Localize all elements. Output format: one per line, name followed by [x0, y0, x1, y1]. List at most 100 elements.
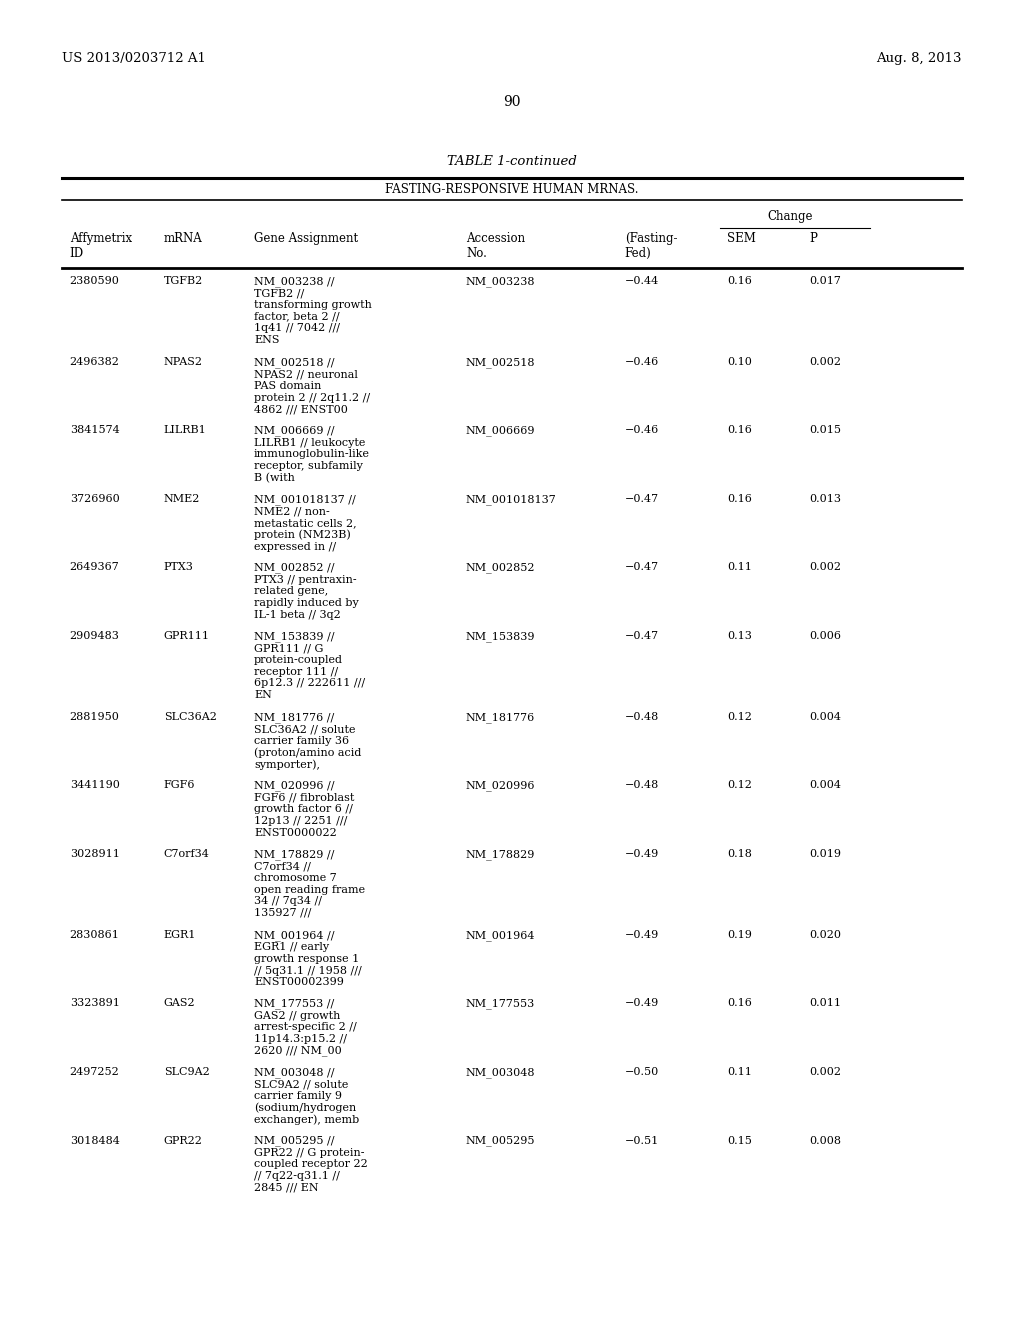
Text: NM_181776 //
SLC36A2 // solute
carrier family 36
(proton/amino acid
symporter),: NM_181776 // SLC36A2 // solute carrier f… — [254, 711, 361, 771]
Text: −0.48: −0.48 — [625, 711, 658, 722]
Text: 0.015: 0.015 — [809, 425, 841, 436]
Text: NM_001964 //
EGR1 // early
growth response 1
// 5q31.1 // 1958 ///
ENST00002399: NM_001964 // EGR1 // early growth respon… — [254, 931, 361, 987]
Text: 0.004: 0.004 — [809, 711, 841, 722]
Text: NM_001018137 //
NME2 // non-
metastatic cells 2,
protein (NM23B)
expressed in //: NM_001018137 // NME2 // non- metastatic … — [254, 494, 356, 552]
Text: NM_002518 //
NPAS2 // neuronal
PAS domain
protein 2 // 2q11.2 //
4862 /// ENST00: NM_002518 // NPAS2 // neuronal PAS domai… — [254, 356, 370, 414]
Text: −0.44: −0.44 — [625, 276, 658, 286]
Text: TGFB2: TGFB2 — [164, 276, 203, 286]
Text: 0.011: 0.011 — [809, 998, 841, 1008]
Text: Aug. 8, 2013: Aug. 8, 2013 — [877, 51, 962, 65]
Text: EGR1: EGR1 — [164, 931, 197, 940]
Text: 0.19: 0.19 — [727, 931, 752, 940]
Text: NME2: NME2 — [164, 494, 201, 504]
Text: −0.51: −0.51 — [625, 1135, 658, 1146]
Text: 0.12: 0.12 — [727, 780, 752, 791]
Text: NM_177553: NM_177553 — [466, 998, 536, 1010]
Text: 0.11: 0.11 — [727, 562, 752, 573]
Text: NM_002852: NM_002852 — [466, 562, 536, 573]
Text: SLC36A2: SLC36A2 — [164, 711, 217, 722]
Text: 0.008: 0.008 — [809, 1135, 841, 1146]
Text: Affymetrix
ID: Affymetrix ID — [70, 232, 132, 260]
Text: −0.49: −0.49 — [625, 849, 658, 859]
Text: 0.15: 0.15 — [727, 1135, 752, 1146]
Text: 2830861: 2830861 — [70, 931, 120, 940]
Text: NM_178829: NM_178829 — [466, 849, 536, 859]
Text: NM_006669 //
LILRB1 // leukocyte
immunoglobulin-like
receptor, subfamily
B (with: NM_006669 // LILRB1 // leukocyte immunog… — [254, 425, 370, 483]
Text: 0.013: 0.013 — [809, 494, 841, 504]
Text: 0.002: 0.002 — [809, 1067, 841, 1077]
Text: 0.017: 0.017 — [809, 276, 841, 286]
Text: 0.10: 0.10 — [727, 356, 752, 367]
Text: TABLE 1-continued: TABLE 1-continued — [447, 154, 577, 168]
Text: 0.13: 0.13 — [727, 631, 752, 642]
Text: 0.002: 0.002 — [809, 562, 841, 573]
Text: −0.47: −0.47 — [625, 562, 658, 573]
Text: 0.16: 0.16 — [727, 494, 752, 504]
Text: NM_001964: NM_001964 — [466, 931, 536, 941]
Text: −0.46: −0.46 — [625, 356, 658, 367]
Text: NM_003048: NM_003048 — [466, 1067, 536, 1077]
Text: NM_003048 //
SLC9A2 // solute
carrier family 9
(sodium/hydrogen
exchanger), memb: NM_003048 // SLC9A2 // solute carrier fa… — [254, 1067, 359, 1126]
Text: FASTING-RESPONSIVE HUMAN MRNAS.: FASTING-RESPONSIVE HUMAN MRNAS. — [385, 183, 639, 195]
Text: 0.11: 0.11 — [727, 1067, 752, 1077]
Text: NPAS2: NPAS2 — [164, 356, 203, 367]
Text: NM_181776: NM_181776 — [466, 711, 536, 723]
Text: NM_153839: NM_153839 — [466, 631, 536, 642]
Text: 0.019: 0.019 — [809, 849, 841, 859]
Text: 0.16: 0.16 — [727, 276, 752, 286]
Text: 0.12: 0.12 — [727, 711, 752, 722]
Text: 0.16: 0.16 — [727, 998, 752, 1008]
Text: 0.002: 0.002 — [809, 356, 841, 367]
Text: −0.47: −0.47 — [625, 494, 658, 504]
Text: 2380590: 2380590 — [70, 276, 120, 286]
Text: 3323891: 3323891 — [70, 998, 120, 1008]
Text: P: P — [809, 232, 817, 246]
Text: NM_177553 //
GAS2 // growth
arrest-specific 2 //
11p14.3:p15.2 //
2620 /// NM_00: NM_177553 // GAS2 // growth arrest-speci… — [254, 998, 356, 1056]
Text: −0.48: −0.48 — [625, 780, 658, 791]
Text: 3841574: 3841574 — [70, 425, 120, 436]
Text: 2909483: 2909483 — [70, 631, 120, 642]
Text: GAS2: GAS2 — [164, 998, 196, 1008]
Text: Accession
No.: Accession No. — [466, 232, 525, 260]
Text: 0.18: 0.18 — [727, 849, 752, 859]
Text: 3028911: 3028911 — [70, 849, 120, 859]
Text: SLC9A2: SLC9A2 — [164, 1067, 210, 1077]
Text: NM_002852 //
PTX3 // pentraxin-
related gene,
rapidly induced by
IL-1 beta // 3q: NM_002852 // PTX3 // pentraxin- related … — [254, 562, 358, 619]
Text: US 2013/0203712 A1: US 2013/0203712 A1 — [62, 51, 206, 65]
Text: −0.47: −0.47 — [625, 631, 658, 642]
Text: 2649367: 2649367 — [70, 562, 120, 573]
Text: 3018484: 3018484 — [70, 1135, 120, 1146]
Text: −0.50: −0.50 — [625, 1067, 658, 1077]
Text: 90: 90 — [503, 95, 521, 110]
Text: 3726960: 3726960 — [70, 494, 120, 504]
Text: NM_003238: NM_003238 — [466, 276, 536, 286]
Text: NM_178829 //
C7orf34 //
chromosome 7
open reading frame
34 // 7q34 //
135927 ///: NM_178829 // C7orf34 // chromosome 7 ope… — [254, 849, 366, 917]
Text: Change: Change — [767, 210, 813, 223]
Text: LILRB1: LILRB1 — [164, 425, 207, 436]
Text: NM_005295 //
GPR22 // G protein-
coupled receptor 22
// 7q22-q31.1 //
2845 /// E: NM_005295 // GPR22 // G protein- coupled… — [254, 1135, 368, 1192]
Text: −0.49: −0.49 — [625, 998, 658, 1008]
Text: −0.46: −0.46 — [625, 425, 658, 436]
Text: NM_006669: NM_006669 — [466, 425, 536, 436]
Text: GPR22: GPR22 — [164, 1135, 203, 1146]
Text: Gene Assignment: Gene Assignment — [254, 232, 358, 246]
Text: 3441190: 3441190 — [70, 780, 120, 791]
Text: NM_020996 //
FGF6 // fibroblast
growth factor 6 //
12p13 // 2251 ///
ENST0000022: NM_020996 // FGF6 // fibroblast growth f… — [254, 780, 354, 838]
Text: NM_020996: NM_020996 — [466, 780, 536, 791]
Text: mRNA: mRNA — [164, 232, 203, 246]
Text: FGF6: FGF6 — [164, 780, 196, 791]
Text: 0.020: 0.020 — [809, 931, 841, 940]
Text: NM_003238 //
TGFB2 //
transforming growth
factor, beta 2 //
1q41 // 7042 ///
ENS: NM_003238 // TGFB2 // transforming growt… — [254, 276, 372, 345]
Text: −0.49: −0.49 — [625, 931, 658, 940]
Text: NM_002518: NM_002518 — [466, 356, 536, 368]
Text: PTX3: PTX3 — [164, 562, 194, 573]
Text: GPR111: GPR111 — [164, 631, 210, 642]
Text: 0.006: 0.006 — [809, 631, 841, 642]
Text: 0.16: 0.16 — [727, 425, 752, 436]
Text: NM_153839 //
GPR111 // G
protein-coupled
receptor 111 //
6p12.3 // 222611 ///
EN: NM_153839 // GPR111 // G protein-coupled… — [254, 631, 366, 700]
Text: 2881950: 2881950 — [70, 711, 120, 722]
Text: 2497252: 2497252 — [70, 1067, 120, 1077]
Text: 2496382: 2496382 — [70, 356, 120, 367]
Text: C7orf34: C7orf34 — [164, 849, 210, 859]
Text: SEM: SEM — [727, 232, 756, 246]
